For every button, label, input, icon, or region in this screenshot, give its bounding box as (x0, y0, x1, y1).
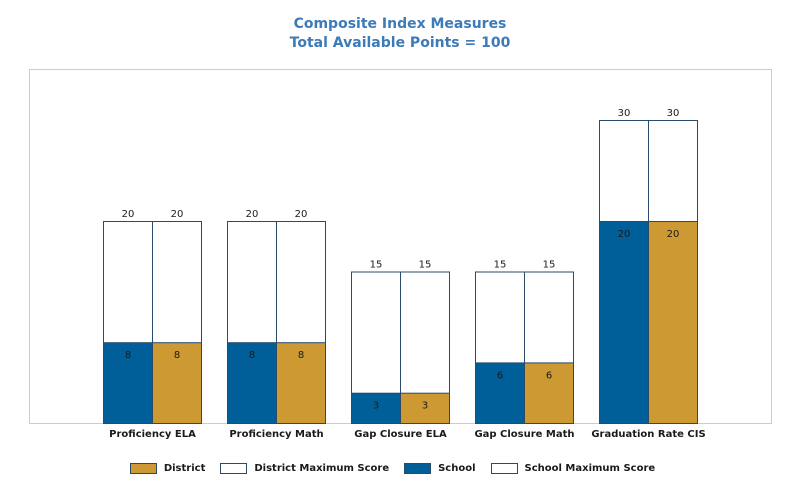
x-tick-label-proficiency-ela: Proficiency ELA (109, 429, 196, 440)
legend-label-district-max: District Maximum Score (254, 463, 390, 474)
label-school-proficiency-ela: 8 (125, 350, 131, 361)
legend-label-school: School (438, 463, 476, 474)
label-school-max-gap-closure-math: 15 (494, 260, 507, 271)
bar-district-proficiency-ela (152, 342, 202, 425)
labels-group: 20 8 20 8 Proficiency ELA 20 8 20 8 Proficiency M… (109, 108, 706, 440)
x-tick-label-gap-closure-ela: Gap Closure ELA (354, 429, 447, 440)
label-district-proficiency-math: 8 (298, 350, 304, 361)
bar-district-gap-closure-math (524, 362, 574, 424)
x-tick-label-gap-closure-math: Gap Closure Math (474, 429, 574, 440)
label-school-max-proficiency-math: 20 (246, 209, 259, 220)
bar-district-graduation-rate-cis (648, 221, 698, 424)
label-school-max-gap-closure-ela: 15 (370, 260, 383, 271)
legend-swatch-school-max (490, 463, 518, 474)
chart-subtitle: Total Available Points = 100 (289, 35, 511, 51)
legend-item-school[interactable]: School (404, 463, 476, 474)
legend-swatch-school (404, 463, 432, 474)
label-school-proficiency-math: 8 (249, 350, 255, 361)
label-district-gap-closure-math: 6 (546, 370, 552, 381)
legend-item-district[interactable]: District (129, 463, 206, 474)
legend-swatch-district (129, 463, 157, 474)
bar-district-gap-closure-ela (400, 392, 450, 425)
label-school-max-proficiency-ela: 20 (122, 209, 135, 220)
legend-item-school-max[interactable]: School Maximum Score (490, 463, 656, 474)
bar-district-proficiency-math (276, 342, 326, 425)
label-district-graduation-rate-cis: 20 (667, 229, 680, 240)
label-district-max-proficiency-ela: 20 (171, 209, 184, 220)
bars-group (103, 120, 698, 425)
label-district-max-graduation-rate-cis: 30 (667, 108, 680, 119)
bar-school-proficiency-ela (103, 342, 153, 425)
label-district-gap-closure-ela: 3 (422, 401, 428, 412)
label-school-graduation-rate-cis: 20 (618, 229, 631, 240)
legend-item-district-max[interactable]: District Maximum Score (220, 463, 389, 474)
label-district-max-gap-closure-math: 15 (543, 260, 556, 271)
legend-label-district: District (163, 463, 206, 474)
legend-label-school-max: School Maximum Score (524, 463, 656, 474)
label-school-gap-closure-math: 6 (497, 370, 503, 381)
bar-school-gap-closure-ela (351, 392, 401, 425)
label-district-max-proficiency-math: 20 (295, 209, 308, 220)
x-tick-label-graduation-rate-cis: Graduation Rate CIS (591, 429, 705, 440)
bar-school-proficiency-math (227, 342, 277, 425)
label-school-gap-closure-ela: 3 (373, 401, 379, 412)
legend-swatch-district-max (220, 463, 248, 474)
bar-school-graduation-rate-cis (599, 221, 649, 424)
label-district-proficiency-ela: 8 (174, 350, 180, 361)
legend: District District Maximum Score School S… (0, 463, 800, 474)
chart-title: Composite Index Measures (293, 16, 507, 32)
label-district-max-gap-closure-ela: 15 (419, 260, 432, 271)
bar-school-gap-closure-math (475, 362, 525, 424)
x-tick-label-proficiency-math: Proficiency Math (229, 429, 323, 440)
label-school-max-graduation-rate-cis: 30 (618, 108, 631, 119)
